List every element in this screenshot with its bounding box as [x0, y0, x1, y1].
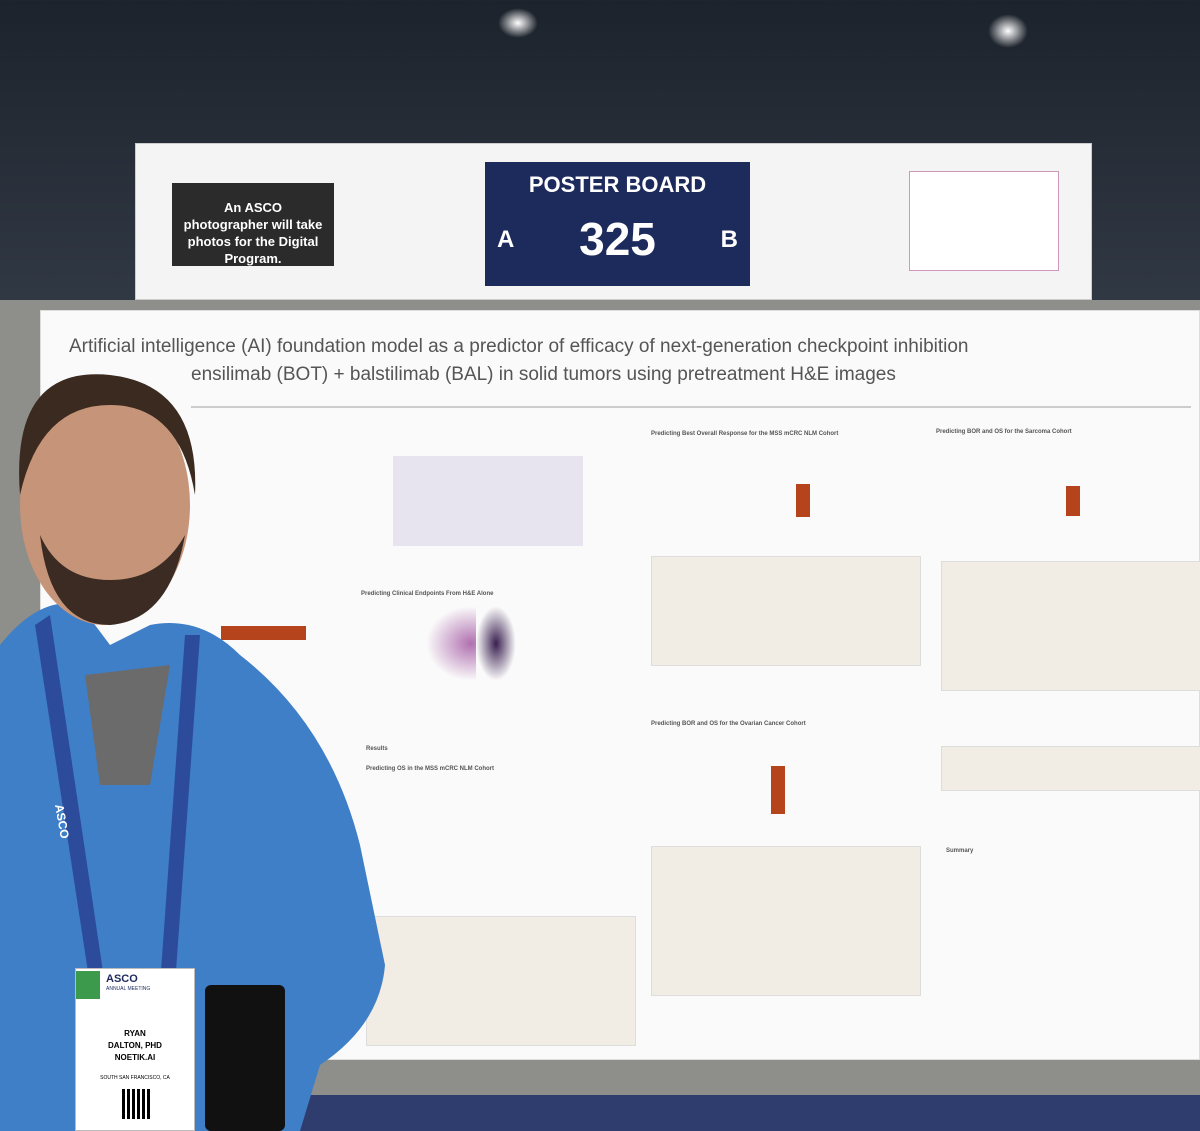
- shirt: [85, 665, 170, 785]
- ceiling-light: [988, 14, 1028, 48]
- badge-org: ASCO: [106, 973, 138, 985]
- badge-company: NOETIK.AI: [114, 1053, 156, 1062]
- badge-first-name: RYAN: [124, 1029, 146, 1038]
- lanyard: [35, 615, 105, 985]
- badge-last-name: DALTON, PHD: [108, 1041, 162, 1050]
- sign-board: An ASCO photographer will take photos fo…: [135, 143, 1092, 300]
- section-heading: Predicting BOR and OS for the Sarcoma Co…: [936, 429, 1072, 435]
- side-left: A: [497, 226, 515, 253]
- bar: [796, 484, 810, 517]
- lanyard: [160, 635, 200, 985]
- section-heading: Predicting Clinical Endpoints From H&E A…: [361, 591, 494, 597]
- qr-code: [122, 1089, 152, 1119]
- badge-city: SOUTH SAN FRANCISCO, CA: [100, 1075, 170, 1081]
- table: [941, 561, 1200, 691]
- side-right: B: [720, 226, 738, 253]
- person: ASCO: [0, 374, 385, 1131]
- board-label: POSTER BOARD: [528, 172, 707, 197]
- table: [651, 556, 921, 666]
- badge: ASCO ANNUAL MEETING RYAN DALTON, PHD NOE…: [75, 968, 195, 1131]
- beard: [40, 535, 185, 625]
- authors: [191, 406, 1191, 408]
- section-heading: Results: [366, 746, 388, 752]
- poster-title: ensilimab (BOT) + balstilimab (BAL) in s…: [191, 364, 896, 385]
- face: [20, 385, 190, 625]
- section-heading: Predicting OS in the MSS mCRC NLM Cohort: [366, 766, 495, 772]
- board-number: 325: [579, 213, 656, 265]
- poster-title: Artificial intelligence (AI) foundation …: [69, 336, 969, 357]
- section-heading: Predicting Best Overall Response for the…: [651, 431, 839, 437]
- bar: [221, 626, 306, 640]
- lanyard-text: ASCO: [52, 803, 72, 840]
- section-heading: Summary: [946, 848, 974, 854]
- hair: [19, 374, 196, 495]
- bar: [771, 766, 785, 814]
- photographer-notice: An ASCO photographer will take photos fo…: [172, 183, 334, 266]
- table: [941, 746, 1200, 791]
- ceiling-light: [498, 8, 538, 38]
- table: [366, 916, 636, 1046]
- tumbler: [205, 985, 285, 1131]
- board-number-box: POSTER BOARD A 325 B: [485, 162, 750, 286]
- section-heading: Predicting BOR and OS for the Ovarian Ca…: [651, 721, 806, 727]
- badge-stripe: [76, 971, 100, 999]
- table: [651, 846, 921, 996]
- small-paper: [909, 171, 1059, 271]
- bar: [1066, 486, 1080, 516]
- badge-event: ANNUAL MEETING: [106, 986, 151, 992]
- figure: [476, 606, 516, 681]
- figure: [393, 456, 583, 546]
